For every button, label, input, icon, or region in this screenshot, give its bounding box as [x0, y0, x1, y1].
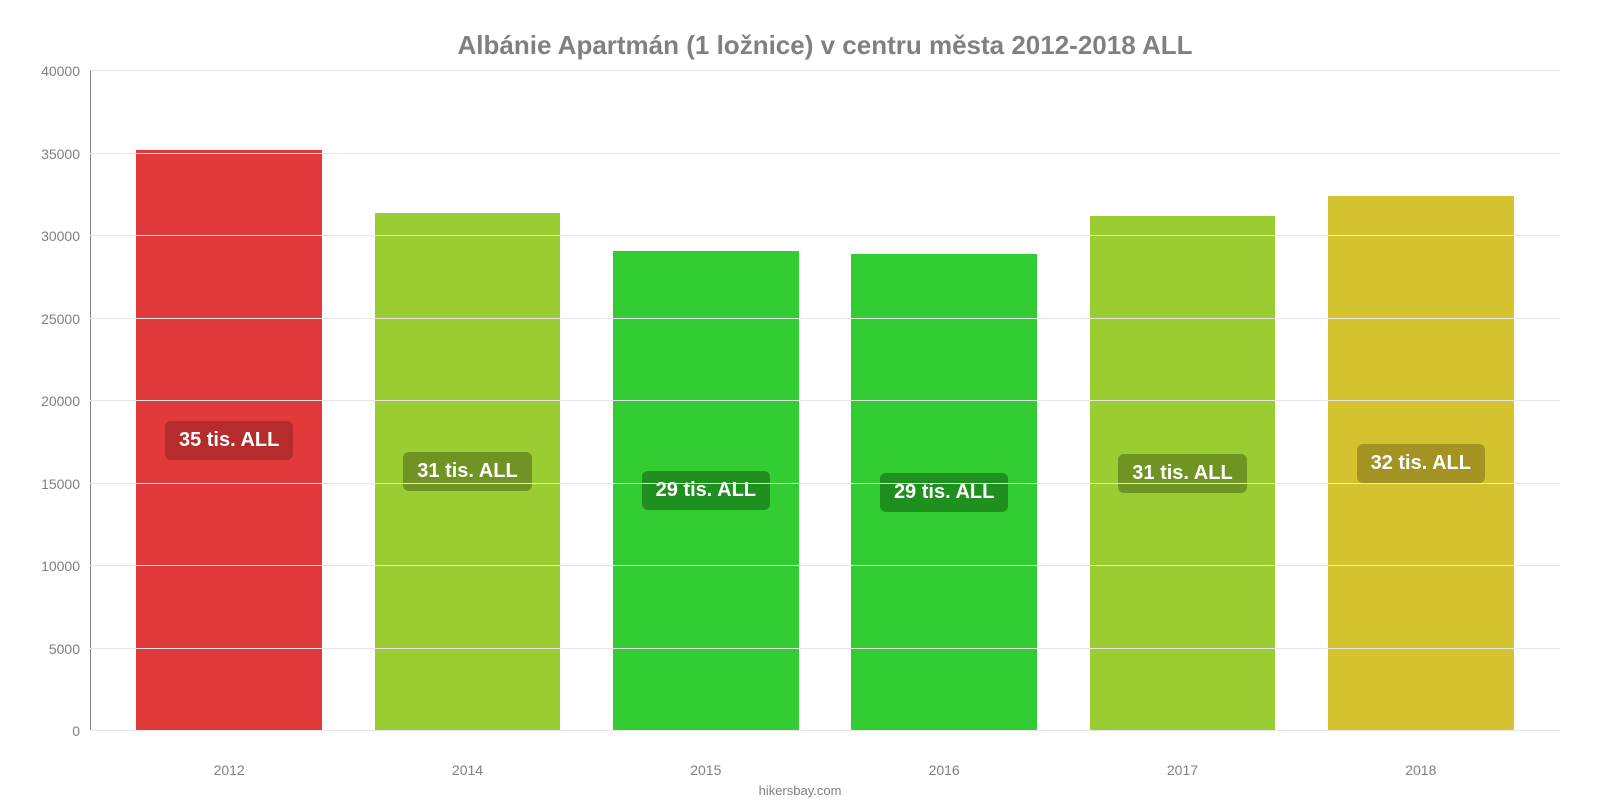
- gridline: [90, 70, 1560, 71]
- y-tick-label: 40000: [20, 63, 80, 79]
- bar-slot: 32 tis. ALL: [1302, 71, 1540, 731]
- bar-value-label: 31 tis. ALL: [403, 452, 531, 491]
- y-tick-label: 5000: [20, 641, 80, 657]
- gridline: [90, 235, 1560, 236]
- x-tick-label: 2018: [1302, 762, 1540, 778]
- gridline: [90, 400, 1560, 401]
- bar-slot: 29 tis. ALL: [587, 71, 825, 731]
- x-tick-label: 2012: [110, 762, 348, 778]
- bar-chart: Albánie Apartmán (1 ložnice) v centru mě…: [0, 0, 1600, 800]
- y-tick-label: 20000: [20, 393, 80, 409]
- bar: 35 tis. ALL: [136, 150, 322, 731]
- x-tick-label: 2016: [825, 762, 1063, 778]
- y-tick-label: 35000: [20, 146, 80, 162]
- bar-slot: 31 tis. ALL: [348, 71, 586, 731]
- bars-container: 35 tis. ALL 31 tis. ALL 29 tis. ALL 29 tis.…: [90, 71, 1560, 731]
- y-tick-label: 25000: [20, 311, 80, 327]
- gridline: [90, 153, 1560, 154]
- y-tick-label: 30000: [20, 228, 80, 244]
- gridline: [90, 730, 1560, 731]
- y-tick-label: 0: [20, 723, 80, 739]
- x-tick-label: 2017: [1063, 762, 1301, 778]
- bar-value-label: 31 tis. ALL: [1118, 454, 1246, 493]
- plot-area: 35 tis. ALL 31 tis. ALL 29 tis. ALL 29 tis.…: [90, 71, 1560, 731]
- gridline: [90, 483, 1560, 484]
- bar: 31 tis. ALL: [1090, 216, 1276, 731]
- y-tick-label: 15000: [20, 476, 80, 492]
- gridline: [90, 318, 1560, 319]
- bar-slot: 35 tis. ALL: [110, 71, 348, 731]
- bar: 29 tis. ALL: [851, 254, 1037, 731]
- x-tick-label: 2015: [587, 762, 825, 778]
- y-tick-label: 10000: [20, 558, 80, 574]
- chart-footer: hikersbay.com: [0, 783, 1600, 798]
- gridline: [90, 565, 1560, 566]
- bar-value-label: 35 tis. ALL: [165, 421, 293, 460]
- bar-value-label: 29 tis. ALL: [880, 473, 1008, 512]
- bar-value-label: 32 tis. ALL: [1357, 444, 1485, 483]
- bar-slot: 29 tis. ALL: [825, 71, 1063, 731]
- gridline: [90, 648, 1560, 649]
- chart-title: Albánie Apartmán (1 ložnice) v centru mě…: [90, 30, 1560, 61]
- x-axis-labels: 201220142015201620172018: [90, 762, 1560, 778]
- x-tick-label: 2014: [348, 762, 586, 778]
- bar: 29 tis. ALL: [613, 251, 799, 731]
- bar-value-label: 29 tis. ALL: [642, 471, 770, 510]
- bar-slot: 31 tis. ALL: [1063, 71, 1301, 731]
- bar: 31 tis. ALL: [375, 213, 561, 731]
- bar: 32 tis. ALL: [1328, 196, 1514, 731]
